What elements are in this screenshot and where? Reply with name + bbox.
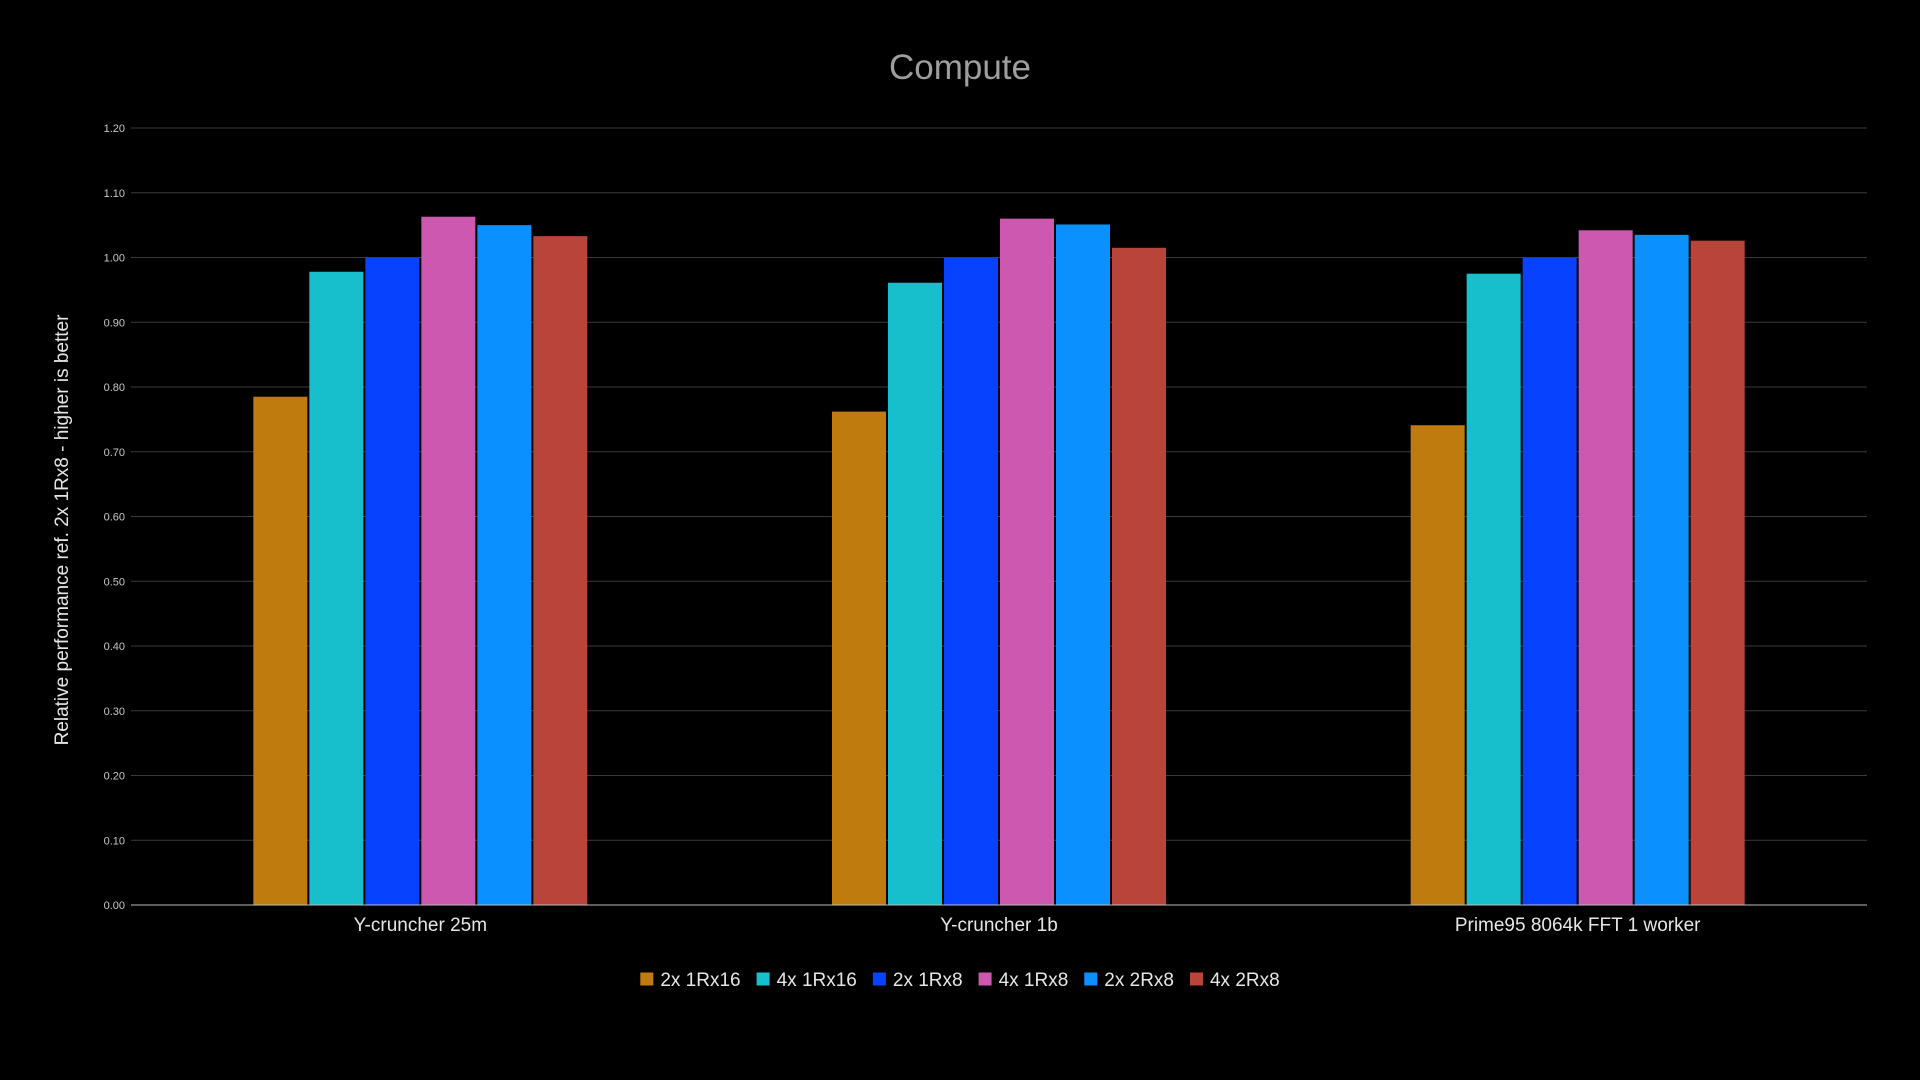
y-tick-label: 0.30 bbox=[104, 706, 125, 718]
legend-swatch bbox=[978, 972, 992, 986]
y-axis-label: Relative performance ref. 2x 1Rx8 - high… bbox=[52, 314, 73, 746]
bar-2x-2rx8 bbox=[477, 225, 532, 905]
bar-4x-1rx8 bbox=[421, 216, 476, 905]
y-tick-label: 0.90 bbox=[104, 317, 125, 329]
y-tick-label: 0.80 bbox=[104, 382, 125, 394]
legend-swatch bbox=[872, 972, 886, 986]
chart-title: Compute bbox=[889, 48, 1031, 87]
bar-4x-1rx16 bbox=[888, 282, 942, 905]
y-tick-label: 0.70 bbox=[104, 447, 125, 459]
bar-4x-2rx8 bbox=[1112, 247, 1166, 906]
legend-label: 4x 1Rx8 bbox=[999, 970, 1069, 991]
bar-2x-1rx8 bbox=[944, 257, 998, 905]
y-tick-label: 0.50 bbox=[104, 576, 125, 588]
x-axis-ticks: Y-cruncher 25m Y-cruncher 1b Prime95 8064k… bbox=[354, 915, 1702, 936]
gridlines bbox=[131, 127, 1867, 841]
legend-item: 4x 1Rx16 bbox=[756, 970, 857, 991]
legend-item: 4x 1Rx8 bbox=[978, 970, 1069, 991]
legend-item: 2x 1Rx16 bbox=[640, 970, 741, 991]
y-tick-label: 1.10 bbox=[104, 188, 125, 200]
y-tick-label: 0.20 bbox=[104, 771, 125, 783]
bar-4x-1rx16 bbox=[1466, 273, 1521, 905]
bar-4x-2rx8 bbox=[1690, 240, 1745, 906]
legend-label: 2x 1Rx16 bbox=[660, 970, 740, 991]
legend-swatch bbox=[756, 972, 770, 986]
y-tick-label: 0.00 bbox=[104, 900, 125, 912]
legend-swatch bbox=[1189, 972, 1203, 986]
legend-label: 2x 2Rx8 bbox=[1104, 970, 1174, 991]
y-tick-label: 0.10 bbox=[104, 835, 125, 847]
y-tick-label: 0.60 bbox=[104, 512, 125, 524]
bar-4x-1rx8 bbox=[1000, 218, 1054, 905]
bar-2x-1rx16 bbox=[253, 396, 308, 905]
legend-item: 2x 2Rx8 bbox=[1084, 970, 1174, 991]
x-tick-label: Y-cruncher 1b bbox=[940, 915, 1058, 936]
bar-4x-2rx8 bbox=[533, 236, 588, 905]
legend: 2x 1Rx16 4x 1Rx16 2x 1Rx8 4x 1Rx8 2x 2Rx8 4x … bbox=[640, 970, 1280, 991]
bars bbox=[253, 216, 1745, 906]
y-tick-label: 0.40 bbox=[104, 641, 125, 653]
bar-4x-1rx8 bbox=[1578, 230, 1633, 905]
legend-label: 4x 1Rx16 bbox=[777, 970, 857, 991]
bar-2x-2rx8 bbox=[1056, 224, 1110, 906]
bar-2x-1rx16 bbox=[832, 411, 886, 905]
legend-swatch bbox=[1084, 972, 1098, 986]
legend-item: 4x 2Rx8 bbox=[1189, 970, 1280, 991]
bar-2x-2rx8 bbox=[1634, 234, 1689, 905]
bar-4x-1rx16 bbox=[309, 271, 364, 905]
legend-swatch bbox=[640, 972, 654, 986]
legend-item: 2x 1Rx8 bbox=[872, 970, 963, 991]
bar-2x-1rx8 bbox=[1522, 257, 1577, 905]
y-tick-label: 1.00 bbox=[104, 253, 125, 265]
x-tick-label: Y-cruncher 25m bbox=[354, 915, 487, 936]
x-tick-label: Prime95 8064k FFT 1 worker bbox=[1455, 915, 1701, 936]
bar-2x-1rx8 bbox=[365, 257, 420, 905]
bar-2x-1rx16 bbox=[1410, 425, 1465, 905]
y-axis-ticks: 0.00 0.10 0.20 0.30 0.40 0.50 0.60 0.70 0.80 0.90… bbox=[104, 123, 125, 912]
legend-label: 4x 2Rx8 bbox=[1210, 970, 1280, 991]
legend-label: 2x 1Rx8 bbox=[893, 970, 963, 991]
y-tick-label: 1.20 bbox=[104, 123, 125, 135]
